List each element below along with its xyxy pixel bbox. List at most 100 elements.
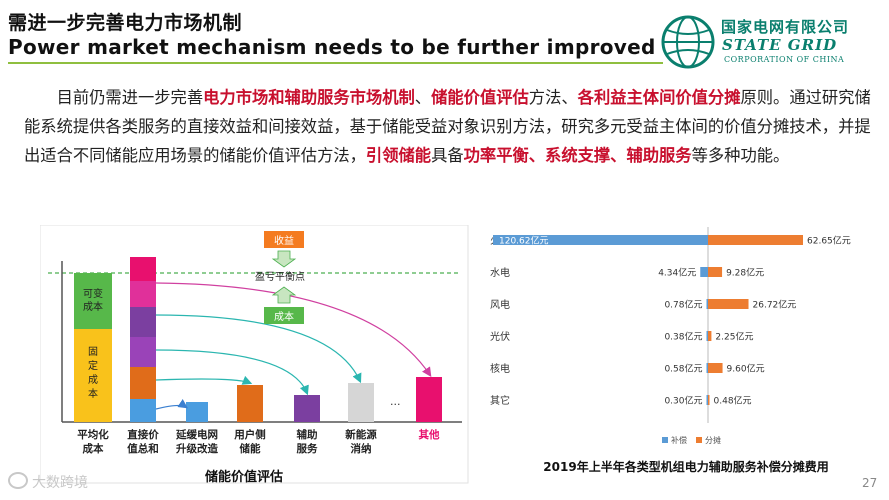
bar-compensation xyxy=(706,299,708,309)
right-chart-caption: 2019年上半年各类型机组电力辅助服务补偿分摊费用 xyxy=(543,460,829,474)
globe-icon xyxy=(661,15,715,69)
stacked-segment xyxy=(130,367,156,399)
bar-other xyxy=(416,377,442,422)
slide-title-en: Power market mechanism needs to be furth… xyxy=(8,35,656,59)
bar-fixed-cost xyxy=(74,329,112,422)
chart-category-label: 水电 xyxy=(490,266,510,279)
diagram-frame xyxy=(40,225,469,484)
legend-swatch-compensation xyxy=(662,437,668,443)
compensation-value-label: 0.38亿元 xyxy=(664,331,702,343)
bar-deferral xyxy=(186,402,208,422)
stacked-segment xyxy=(130,337,156,367)
chart-category-label: 其它 xyxy=(490,394,510,407)
bar-compensation xyxy=(700,267,708,277)
category-label: 服务 xyxy=(297,442,318,455)
logo-sub-en: CORPORATION OF CHINA xyxy=(724,55,845,64)
revenue-box xyxy=(264,231,304,248)
highlight-text: 功率平衡、系统支撑、辅助服务 xyxy=(463,146,692,165)
body-text: 等多种功能。 xyxy=(691,146,790,165)
fixed-cost-char: 成 xyxy=(88,374,98,386)
category-label: 成本 xyxy=(83,442,104,455)
watermark-text: 大数跨境 xyxy=(32,475,88,491)
value-assessment-diagram: 可变成本固定成本...收益盈亏平衡点成本平均化成本直接价值总和延缓电网升级改造用… xyxy=(40,225,469,484)
category-label: 值总和 xyxy=(127,442,159,455)
cost-box xyxy=(264,307,304,324)
chart-category-label: 风电 xyxy=(490,298,510,311)
allocation-value-label: 9.28亿元 xyxy=(726,267,764,279)
down-arrow-icon xyxy=(271,250,297,268)
bar-allocation xyxy=(708,235,803,245)
logo-name-zh: 国家电网有限公司 xyxy=(721,18,850,36)
ellipsis: ... xyxy=(390,395,401,408)
bar-allocation xyxy=(708,395,710,405)
stacked-segment xyxy=(130,307,156,337)
bar-compensation xyxy=(706,363,708,373)
stacked-segment-upper xyxy=(130,281,156,307)
watermark-icon xyxy=(8,472,28,489)
bar-allocation xyxy=(708,363,723,373)
category-label: 直接价 xyxy=(127,428,159,441)
watermark: 大数跨境 xyxy=(8,472,88,492)
bar-variable-cost xyxy=(74,273,112,329)
cost-label: 成本 xyxy=(274,310,294,323)
variable-cost-label-1: 可变 xyxy=(83,287,103,300)
category-label: 延缓电网 xyxy=(175,428,218,441)
highlight-text: 储能价值评估 xyxy=(431,88,529,107)
category-label: 新能源 xyxy=(345,428,377,441)
highlight-text: 引领储能 xyxy=(365,146,432,165)
arrow-other xyxy=(155,282,432,377)
logo-name-en: STATE GRID xyxy=(722,36,838,54)
highlight-text: 电力市场和辅助服务市场机制 xyxy=(203,88,415,107)
legend-swatch-allocation xyxy=(696,437,702,443)
allocation-value-label: 62.65亿元 xyxy=(807,235,851,247)
category-label: 储能 xyxy=(240,442,261,455)
category-label: 其他 xyxy=(419,428,440,441)
compensation-value-label: 0.58亿元 xyxy=(664,363,702,375)
bar-user-side xyxy=(237,385,263,422)
variable-cost-label-2: 成本 xyxy=(83,300,103,313)
category-label: 消纳 xyxy=(351,442,372,455)
fixed-cost-char: 定 xyxy=(88,359,98,372)
bar-ancillary xyxy=(294,395,320,422)
body-text: 目前仍需进一步完善 xyxy=(56,88,204,107)
bar-allocation xyxy=(708,299,749,309)
break-even-label: 盈亏平衡点 xyxy=(255,271,305,283)
bar-compensation xyxy=(493,235,708,245)
fixed-cost-char: 本 xyxy=(88,387,98,400)
arrow-renewable xyxy=(155,314,362,384)
allocation-value-label: 2.25亿元 xyxy=(715,331,753,343)
category-label: 平均化 xyxy=(77,428,109,441)
up-arrow-icon xyxy=(271,286,297,304)
compensation-value-label: 0.78亿元 xyxy=(664,299,702,311)
chart-category-label: 核电 xyxy=(490,362,510,375)
allocation-value-label: 26.72亿元 xyxy=(753,299,797,311)
page-number: 27 xyxy=(862,476,878,490)
bar-allocation xyxy=(708,267,723,277)
state-grid-logo: 国家电网有限公司 STATE GRID CORPORATION OF CHINA xyxy=(658,12,883,72)
allocation-value-label: 0.48亿元 xyxy=(714,395,752,407)
fixed-cost-char: 固 xyxy=(88,346,98,358)
body-text: 原则。通过研究储能系统提供各类服务的直接效益和间接效益，基于储能受益对象识别方法… xyxy=(24,88,871,165)
body-text: 方法、 xyxy=(528,88,578,107)
legend-compensation: 补偿 xyxy=(671,435,687,445)
bar-compensation xyxy=(706,395,708,405)
stacked-segment xyxy=(130,399,156,422)
legend-allocation: 分摊 xyxy=(705,435,721,445)
arrow-ancillary xyxy=(155,349,309,396)
compensation-value-label: 4.34亿元 xyxy=(658,267,696,279)
arrow-user-side xyxy=(155,375,253,385)
body-text: 具备 xyxy=(431,146,464,165)
body-paragraph: 目前仍需进一步完善电力市场和辅助服务市场机制、储能价值评估方法、各利益主体间价值… xyxy=(24,83,874,170)
bar-allocation xyxy=(708,331,712,341)
category-label: 辅助 xyxy=(297,428,318,441)
slide-title-zh: 需进一步完善电力市场机制 xyxy=(8,12,243,34)
arrow-deferral xyxy=(155,399,188,410)
bar-renewable xyxy=(348,383,374,422)
compensation-value-label: 120.62亿元 xyxy=(499,235,549,247)
category-label: 用户侧 xyxy=(233,428,266,441)
category-label: 升级改造 xyxy=(176,442,218,455)
bar-compensation xyxy=(706,331,708,341)
title-underline xyxy=(8,62,663,64)
compensation-bar-chart: 火电120.62亿元62.65亿元水电4.34亿元9.28亿元风电0.78亿元2… xyxy=(490,227,851,445)
revenue-label: 收益 xyxy=(274,234,294,247)
